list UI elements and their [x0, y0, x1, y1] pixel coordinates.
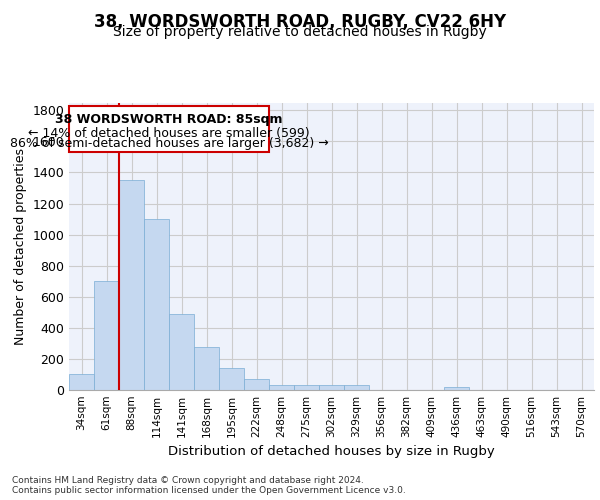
FancyBboxPatch shape	[69, 106, 269, 152]
Bar	[244, 379, 269, 390]
Text: 38, WORDSWORTH ROAD, RUGBY, CV22 6HY: 38, WORDSWORTH ROAD, RUGBY, CV22 6HY	[94, 12, 506, 30]
Text: 86% of semi-detached houses are larger (3,682) →: 86% of semi-detached houses are larger (…	[10, 138, 328, 150]
Bar	[219, 368, 244, 390]
Bar	[194, 348, 219, 390]
Text: Size of property relative to detached houses in Rugby: Size of property relative to detached ho…	[113, 25, 487, 39]
Text: 38 WORDSWORTH ROAD: 85sqm: 38 WORDSWORTH ROAD: 85sqm	[55, 112, 283, 126]
Text: ← 14% of detached houses are smaller (599): ← 14% of detached houses are smaller (59…	[28, 126, 310, 140]
Bar	[344, 386, 369, 390]
Text: Contains HM Land Registry data © Crown copyright and database right 2024.
Contai: Contains HM Land Registry data © Crown c…	[12, 476, 406, 495]
Bar	[144, 219, 169, 390]
Bar	[294, 384, 319, 390]
Y-axis label: Number of detached properties: Number of detached properties	[14, 148, 27, 345]
Bar	[444, 387, 469, 390]
Bar	[169, 314, 194, 390]
Bar	[94, 281, 119, 390]
Bar	[69, 374, 94, 390]
X-axis label: Distribution of detached houses by size in Rugby: Distribution of detached houses by size …	[168, 446, 495, 458]
Bar	[319, 386, 344, 390]
Bar	[119, 180, 144, 390]
Bar	[269, 384, 294, 390]
